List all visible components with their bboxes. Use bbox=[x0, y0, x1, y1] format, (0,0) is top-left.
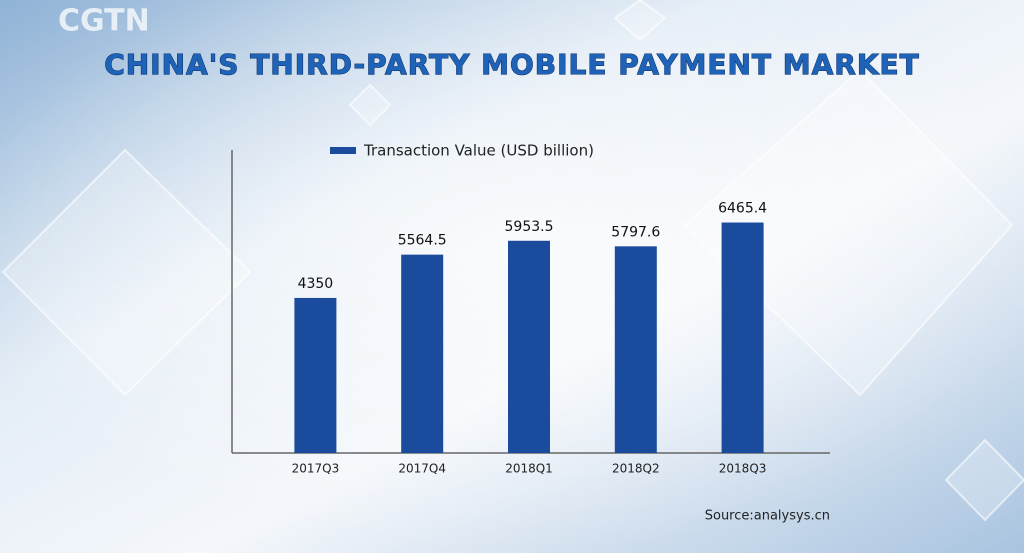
x-tick-label: 2018Q1 bbox=[505, 462, 553, 476]
x-tick-label: 2017Q4 bbox=[398, 462, 446, 476]
decoration bbox=[1, 0, 1024, 522]
value-label: 5564.5 bbox=[398, 233, 447, 249]
legend-label: Transaction Value (USD billion) bbox=[363, 142, 594, 160]
logo: CGTN bbox=[58, 4, 150, 39]
source: Source:analysys.cn bbox=[705, 509, 830, 524]
value-label: 5953.5 bbox=[505, 219, 554, 235]
x-tick-label: 2018Q3 bbox=[719, 462, 767, 476]
value-label: 4350 bbox=[298, 276, 334, 292]
value-label: 5797.6 bbox=[611, 224, 660, 240]
chart-title: CHINA'S THIRD-PARTY MOBILE PAYMENT MARKE… bbox=[104, 48, 920, 81]
legend-swatch bbox=[330, 147, 356, 154]
bar bbox=[294, 297, 337, 453]
x-tick-label: 2018Q2 bbox=[612, 462, 660, 476]
x-tick-label: 2017Q3 bbox=[292, 462, 340, 476]
value-label: 6465.4 bbox=[718, 201, 767, 217]
bar bbox=[614, 246, 657, 453]
bar bbox=[401, 254, 444, 453]
bar bbox=[508, 240, 550, 453]
bar bbox=[721, 222, 764, 453]
